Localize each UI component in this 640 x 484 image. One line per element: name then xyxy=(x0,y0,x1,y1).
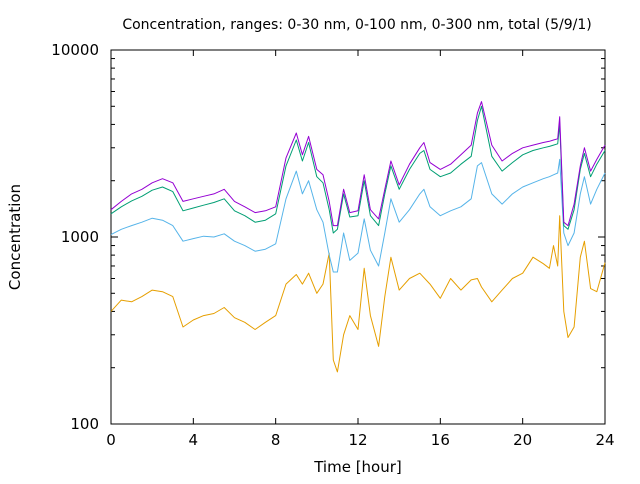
y-tick-label: 10000 xyxy=(51,41,99,59)
x-tick-label: 24 xyxy=(595,431,614,449)
series-layer xyxy=(110,101,606,373)
x-tick-label: 0 xyxy=(106,431,116,449)
x-axis-ticks: 0 4 8 12 16 20 24 xyxy=(106,50,615,449)
y-axis-label: Concentration xyxy=(6,184,24,290)
series-line-4 xyxy=(110,101,606,227)
chart-title: Concentration, ranges: 0-30 nm, 0-100 nm… xyxy=(122,17,591,33)
x-tick-label: 4 xyxy=(189,431,199,449)
plot-frame xyxy=(110,49,606,425)
y-tick-label: 100 xyxy=(70,415,99,433)
series-line-1 xyxy=(110,215,606,373)
x-axis-label: Time [hour] xyxy=(313,458,402,476)
y-axis-ticks: 100 1000 10000 xyxy=(51,41,605,433)
series-line-3 xyxy=(110,105,606,234)
x-tick-label: 8 xyxy=(271,431,281,449)
x-tick-label: 16 xyxy=(431,431,450,449)
x-tick-label: 20 xyxy=(513,431,532,449)
y-tick-label: 1000 xyxy=(61,228,99,246)
series-line-2 xyxy=(110,158,606,273)
x-tick-label: 12 xyxy=(348,431,367,449)
